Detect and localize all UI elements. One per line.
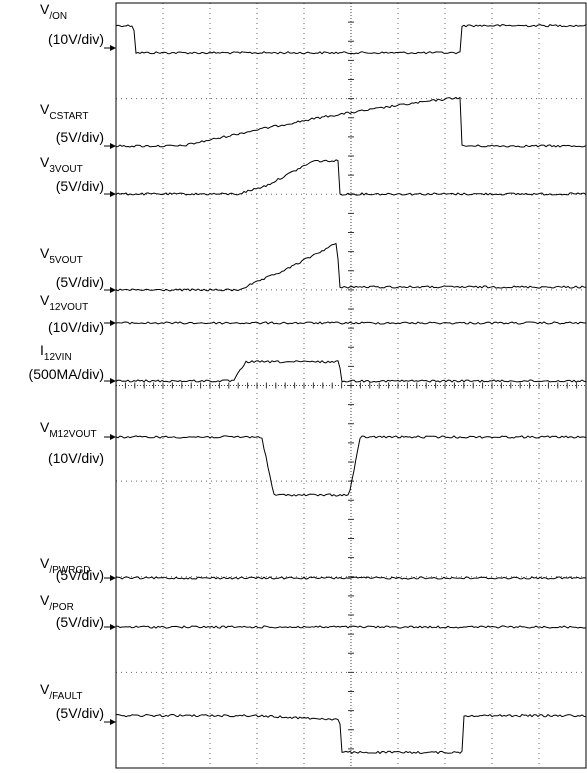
trace-scale-label: (5V/div)	[56, 274, 104, 290]
trace-label: VM12VOUT	[40, 419, 97, 440]
trace-label: V12VOUT	[40, 292, 88, 313]
ground-marker	[110, 624, 116, 630]
ground-marker	[110, 143, 116, 149]
trace-label: V/PWRGD	[40, 555, 90, 576]
trace-labels: V/ON (10V/div) VCSTART (5V/div) V3VOUT (5V/di…	[29, 1, 116, 725]
trace-12vout	[115, 321, 587, 325]
trace-scale-label: (5V/div)	[56, 705, 104, 721]
ground-marker	[110, 434, 116, 440]
grid	[115, 2, 587, 769]
trace-label: V/FAULT	[40, 681, 83, 702]
trace-label: VCSTART	[40, 101, 88, 122]
trace-label: I12VIN	[40, 342, 72, 363]
trace-label: V5VOUT	[40, 245, 83, 266]
traces	[115, 24, 587, 754]
trace-scale-label: (5V/div)	[56, 567, 104, 583]
trace-scale-label: (500MA/div)	[29, 366, 104, 382]
trace-scale-label: (5V/div)	[56, 129, 104, 145]
trace-scale-label: (5V/div)	[56, 178, 104, 194]
trace-m12vout	[115, 435, 587, 497]
trace-por	[115, 625, 587, 629]
ground-marker	[110, 719, 116, 725]
trace-label: V/ON	[40, 1, 67, 22]
ground-marker	[110, 378, 116, 384]
trace-label: V3VOUT	[40, 154, 83, 175]
trace-3vout	[115, 159, 587, 196]
ground-marker	[110, 191, 116, 197]
trace-scale-label: (10V/div)	[48, 450, 104, 466]
trace-pwrgd	[115, 576, 587, 580]
trace-12vin	[115, 360, 587, 383]
plot-frame	[115, 2, 587, 769]
trace-on	[115, 24, 587, 55]
trace-cstart	[115, 96, 587, 148]
ground-marker	[110, 320, 116, 326]
trace-scale-label: (10V/div)	[48, 31, 104, 47]
trace-scale-label: (5V/div)	[56, 614, 104, 630]
ground-marker	[110, 45, 116, 51]
trace-fault	[115, 714, 587, 754]
ground-marker	[110, 287, 116, 293]
ground-marker	[110, 575, 116, 581]
trace-label: V/POR	[40, 592, 74, 613]
trace-scale-label: (10V/div)	[48, 319, 104, 335]
trace-5vout	[115, 242, 587, 292]
